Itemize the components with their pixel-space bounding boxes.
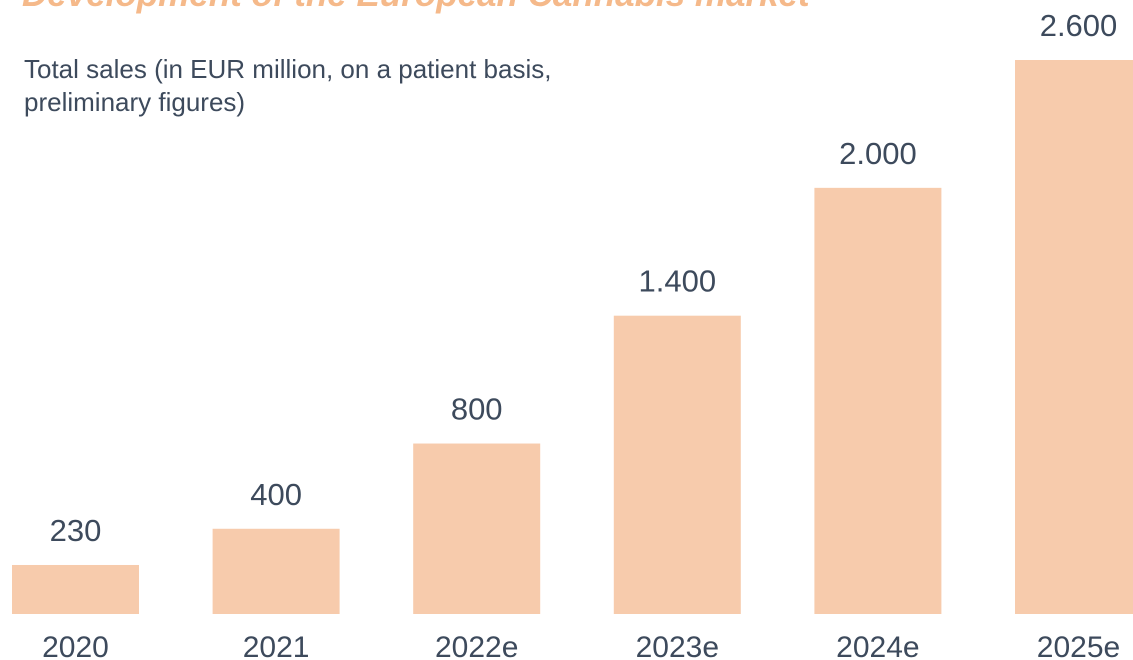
bar xyxy=(814,187,942,614)
x-tick-label: 2024e xyxy=(836,631,919,660)
x-tick-label: 2020 xyxy=(42,631,109,660)
bar xyxy=(12,564,139,614)
x-tick-label: 2021 xyxy=(243,631,310,660)
bar xyxy=(212,528,340,614)
value-label: 230 xyxy=(50,513,102,548)
value-label: 1.400 xyxy=(639,264,717,299)
value-label: 2.600 xyxy=(1040,8,1118,43)
value-label: 800 xyxy=(451,392,503,427)
chart-subtitle: Total sales (in EUR million, on a patien… xyxy=(24,54,551,84)
chart-subtitle: preliminary figures) xyxy=(24,87,245,117)
value-label: 2.000 xyxy=(839,136,917,171)
x-tick-label: 2022e xyxy=(435,631,518,660)
x-tick-label: 2023e xyxy=(636,631,719,660)
bar xyxy=(1015,60,1133,614)
x-tick-label: 2025e xyxy=(1037,631,1120,660)
bar xyxy=(613,315,741,614)
chart-title: Development of the European Cannabis mar… xyxy=(22,0,811,14)
value-label: 400 xyxy=(250,477,302,512)
bar xyxy=(413,443,541,614)
